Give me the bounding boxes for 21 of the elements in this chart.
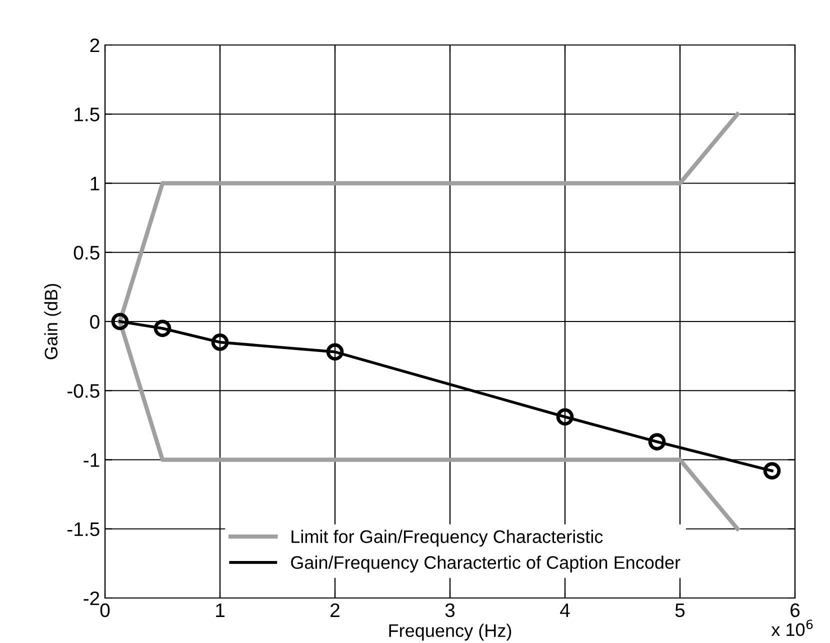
legend-label: Gain/Frequency Charactertic of Caption Encoder — [291, 556, 680, 572]
y-tick-label: -1 — [84, 453, 100, 467]
x-tick-label: 0 — [100, 603, 110, 618]
y-tick-label: 0 — [90, 314, 100, 329]
y-tick-label: 0.5 — [74, 246, 100, 260]
y-tick-label: 1 — [90, 176, 100, 190]
y-tick-label: -2 — [84, 591, 100, 606]
x-axis-title: Frequency (Hz) — [389, 624, 512, 641]
text: x 10$^{6}$ — [771, 620, 813, 636]
x-tick-label: 4 — [560, 604, 570, 617]
legend-label: Limit for Gain/Frequency Characteristic — [292, 530, 603, 547]
y-axis-title: Gain (dB) — [44, 284, 62, 360]
x-tick-label: 6 — [790, 603, 800, 618]
x-tick-label: 5 — [675, 604, 685, 618]
y-tick-label: -1.5 — [68, 522, 100, 536]
x-tick-label: 3 — [445, 603, 455, 618]
y-tick-label: 2 — [90, 38, 100, 52]
x-tick-label: 1 — [216, 604, 224, 617]
x-tick-label: 2 — [330, 603, 340, 617]
y-tick-label: 1.5 — [74, 108, 100, 122]
y-tick-label: -0.5 — [68, 384, 100, 398]
